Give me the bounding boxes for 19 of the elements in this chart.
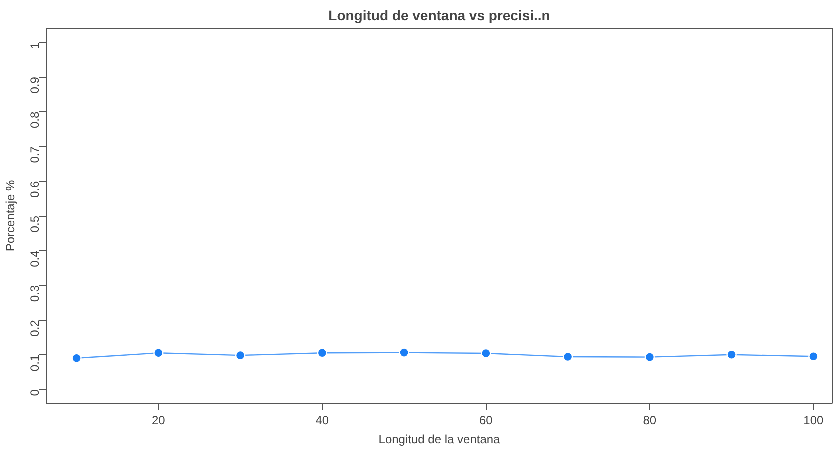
x-tick-label: 80 xyxy=(643,414,657,428)
x-tick-label: 100 xyxy=(804,414,824,428)
y-tick-label: 0.8 xyxy=(28,112,42,129)
y-tick-label: 0.6 xyxy=(28,180,42,198)
y-tick-label: 0.9 xyxy=(28,76,42,94)
x-tick-label: 60 xyxy=(479,414,494,428)
chart-title: Longitud de ventana vs precisi..n xyxy=(328,8,550,24)
x-tick-label: 40 xyxy=(316,414,330,428)
y-axis-title: Porcentaje % xyxy=(4,180,18,252)
y-tick-label: 0 xyxy=(28,389,42,396)
y-tick-label: 0.7 xyxy=(28,146,42,164)
y-tick-label: 0.2 xyxy=(28,320,42,337)
y-tick-label: 0.4 xyxy=(28,250,42,268)
x-axis-title: Longitud de la ventana xyxy=(378,432,501,446)
y-tick-label: 0.3 xyxy=(28,285,42,302)
y-tick-label: 0.1 xyxy=(28,354,42,372)
y-tick-label: 0.5 xyxy=(28,216,42,233)
y-tick-label: 1 xyxy=(28,42,42,50)
x-tick-label: 20 xyxy=(152,414,166,428)
